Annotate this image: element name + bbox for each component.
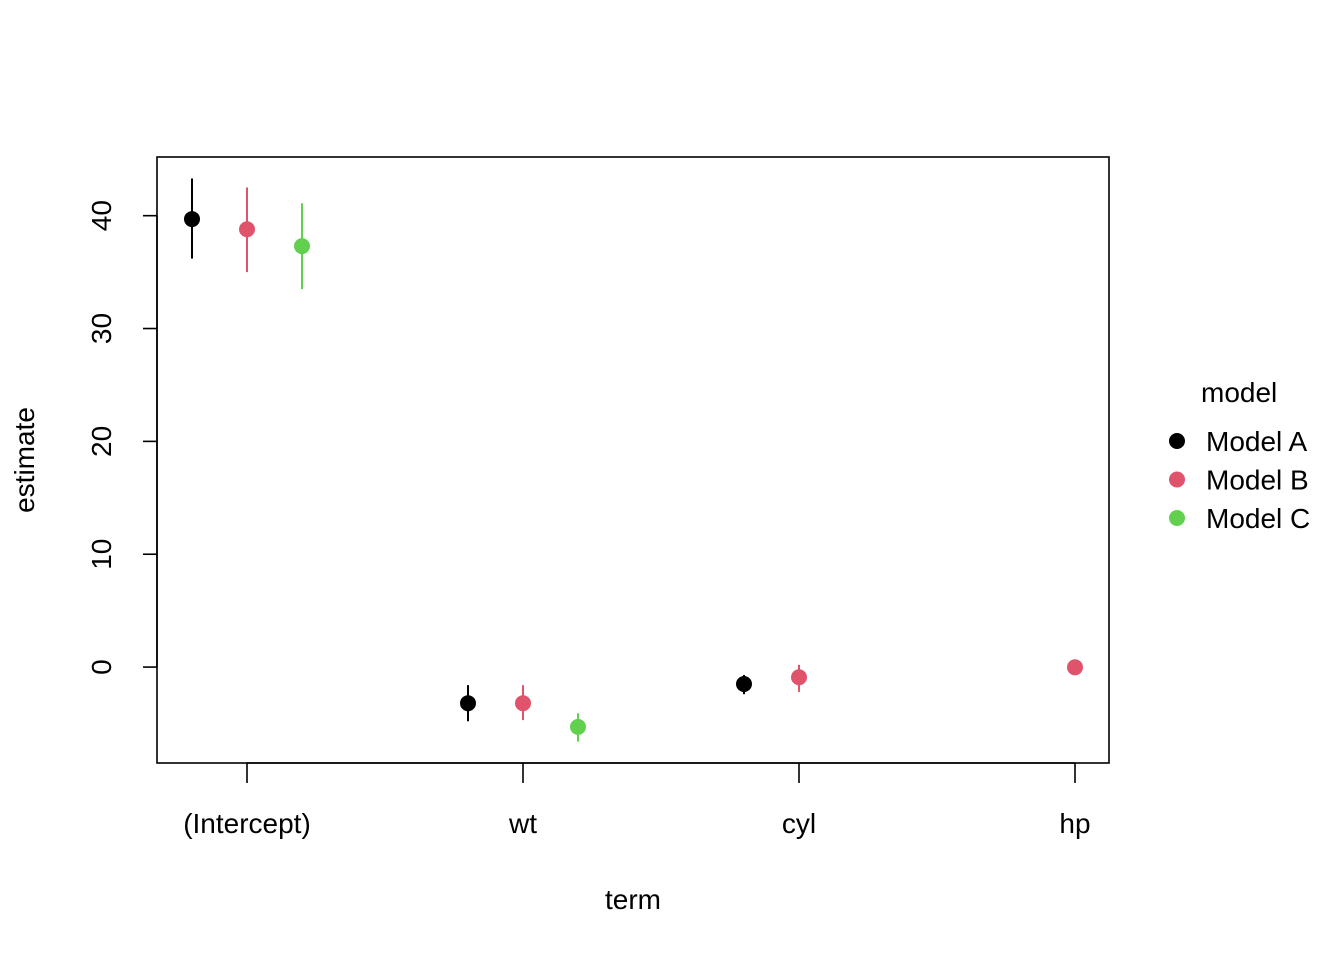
y-tick-label: 0 bbox=[86, 659, 117, 675]
legend-label: Model C bbox=[1206, 503, 1310, 534]
y-tick-label: 30 bbox=[86, 313, 117, 344]
legend-label: Model B bbox=[1206, 465, 1309, 496]
estimate-point bbox=[515, 695, 531, 712]
y-axis-title: estimate bbox=[9, 407, 40, 513]
estimate-point bbox=[570, 718, 586, 735]
x-tick-label: wt bbox=[508, 808, 537, 839]
x-tick-label: cyl bbox=[782, 808, 816, 839]
estimate-point bbox=[239, 221, 255, 238]
data-marks bbox=[184, 178, 1083, 742]
legend-marker bbox=[1169, 471, 1185, 488]
estimate-point bbox=[791, 669, 807, 686]
legend-title: model bbox=[1201, 377, 1277, 408]
legend-label: Model A bbox=[1206, 426, 1307, 457]
x-axis: (Intercept) wt cyl hp bbox=[183, 762, 1091, 839]
estimate-point bbox=[184, 211, 200, 228]
y-tick-label: 20 bbox=[86, 426, 117, 457]
y-axis: 0 10 20 30 40 bbox=[86, 200, 158, 675]
y-tick-label: 10 bbox=[86, 539, 117, 570]
estimate-point bbox=[294, 238, 310, 255]
estimate-point bbox=[1067, 659, 1083, 676]
x-tick-label: hp bbox=[1059, 808, 1090, 839]
legend: model Model A Model B Model C bbox=[1169, 377, 1310, 534]
x-tick-label: (Intercept) bbox=[183, 808, 311, 839]
estimate-point bbox=[736, 676, 752, 693]
estimate-point bbox=[460, 695, 476, 712]
legend-marker bbox=[1169, 510, 1185, 526]
x-axis-title: term bbox=[605, 884, 661, 915]
y-tick-label: 40 bbox=[86, 200, 117, 231]
legend-marker bbox=[1169, 433, 1185, 449]
